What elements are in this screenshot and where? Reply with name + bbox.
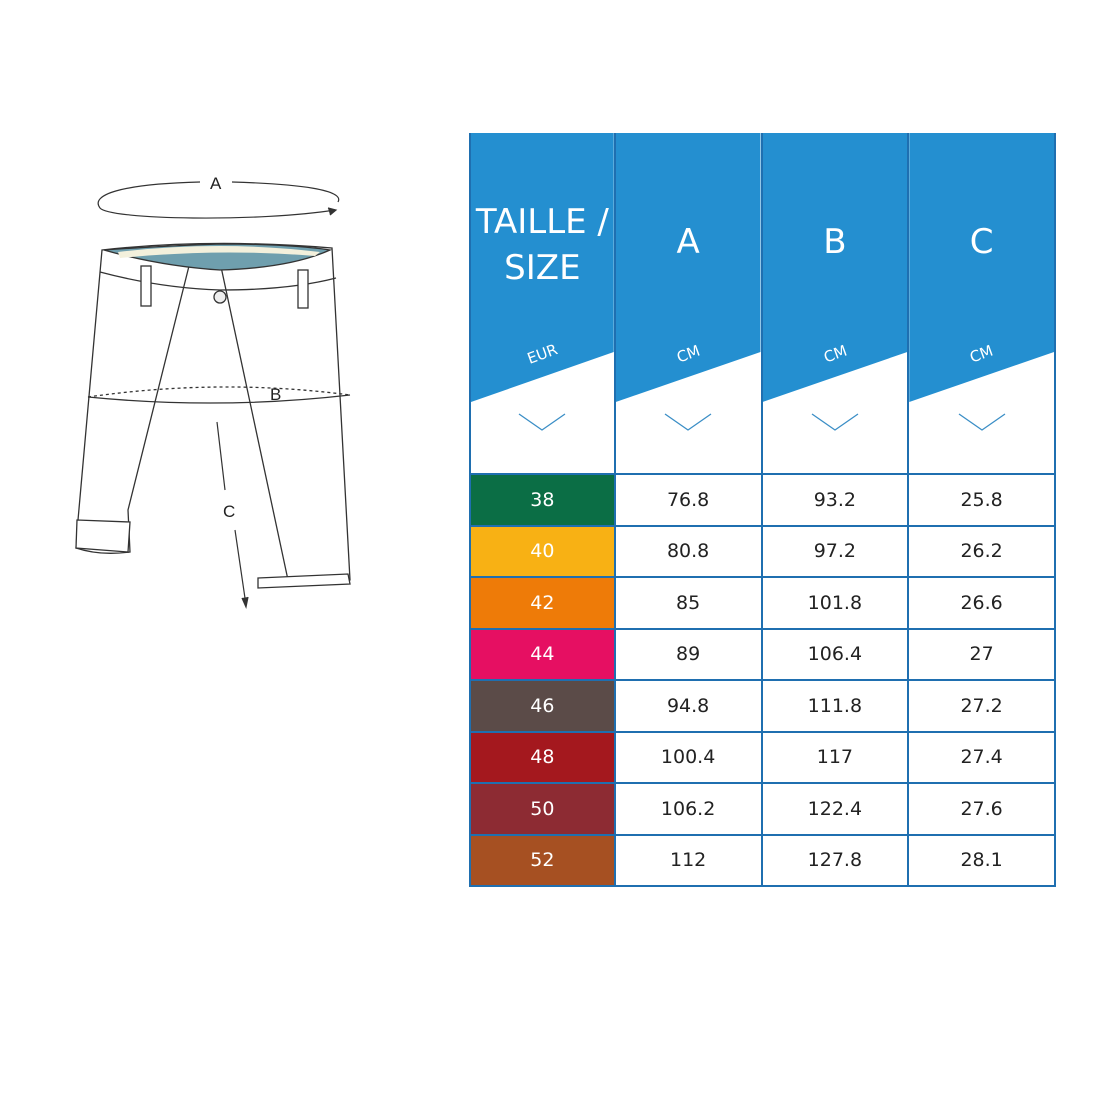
header-a: A CM xyxy=(615,133,763,473)
cell-c: 27.6 xyxy=(909,784,1056,834)
table-body: 38 76.8 93.2 25.8 40 80.8 97.2 26.2 42 85 101.8 26.… xyxy=(469,473,1056,887)
chevron-down-icon xyxy=(664,413,712,431)
label-a: A xyxy=(210,174,222,193)
table-row: 50 106.2 122.4 27.6 xyxy=(469,782,1056,834)
table-row: 38 76.8 93.2 25.8 xyxy=(469,473,1056,525)
cell-c: 26.2 xyxy=(909,526,1056,576)
measure-a-ellipse xyxy=(97,181,340,219)
cell-b: 93.2 xyxy=(763,475,910,525)
table-row: 52 112 127.8 28.1 xyxy=(469,833,1056,887)
cell-b: 111.8 xyxy=(763,681,910,731)
label-c: C xyxy=(223,502,235,521)
cell-b: 127.8 xyxy=(763,835,910,885)
chevron-down-icon xyxy=(519,413,566,431)
cell-b: 101.8 xyxy=(763,578,910,628)
table-row: 48 100.4 117 27.4 xyxy=(469,730,1056,782)
header-size: TAILLE / SIZE EUR xyxy=(469,133,616,473)
cell-size: 42 xyxy=(469,578,616,628)
cell-b: 106.4 xyxy=(763,629,910,679)
cell-size: 48 xyxy=(469,732,616,782)
header-title: TAILLE / SIZE xyxy=(475,202,609,288)
header-title: C xyxy=(969,222,994,262)
header-b: B CM xyxy=(762,133,910,473)
cell-size: 44 xyxy=(469,629,616,679)
cell-c: 28.1 xyxy=(909,835,1056,885)
cell-a: 76.8 xyxy=(616,475,763,525)
header-c: C CM xyxy=(909,133,1056,473)
cell-a: 94.8 xyxy=(616,681,763,731)
table-row: 40 80.8 97.2 26.2 xyxy=(469,524,1056,576)
chevron-down-icon xyxy=(811,413,859,431)
cell-a: 106.2 xyxy=(616,784,763,834)
table-row: 42 85 101.8 26.6 xyxy=(469,576,1056,628)
cell-a: 89 xyxy=(616,629,763,679)
cell-size: 46 xyxy=(469,681,616,731)
cell-a: 85 xyxy=(616,578,763,628)
chevron-down-icon xyxy=(958,413,1005,431)
header-title: B xyxy=(823,222,847,262)
cell-c: 25.8 xyxy=(909,475,1056,525)
cell-b: 117 xyxy=(763,732,910,782)
cell-c: 27.2 xyxy=(909,681,1056,731)
cell-a: 112 xyxy=(616,835,763,885)
cell-a: 100.4 xyxy=(616,732,763,782)
label-b: B xyxy=(270,385,281,404)
cell-size: 50 xyxy=(469,784,616,834)
cell-size: 52 xyxy=(469,835,616,885)
cell-c: 27 xyxy=(909,629,1056,679)
header-title: A xyxy=(676,222,700,262)
table-header: TAILLE / SIZE EUR A CM B CM C CM xyxy=(469,133,1056,473)
cell-size: 38 xyxy=(469,475,616,525)
cell-a: 80.8 xyxy=(616,526,763,576)
shorts-measurement-diagram: A B C xyxy=(75,174,351,609)
cell-c: 26.6 xyxy=(909,578,1056,628)
shorts-outline xyxy=(75,242,351,589)
measure-c-arrow xyxy=(216,421,249,609)
cell-b: 122.4 xyxy=(763,784,910,834)
table-row: 46 94.8 111.8 27.2 xyxy=(469,679,1056,731)
cell-c: 27.4 xyxy=(909,732,1056,782)
cell-b: 97.2 xyxy=(763,526,910,576)
table-row: 44 89 106.4 27 xyxy=(469,627,1056,679)
size-chart-table: TAILLE / SIZE EUR A CM B CM C CM 38 76.8 9… xyxy=(469,133,1056,887)
cell-size: 40 xyxy=(469,526,616,576)
